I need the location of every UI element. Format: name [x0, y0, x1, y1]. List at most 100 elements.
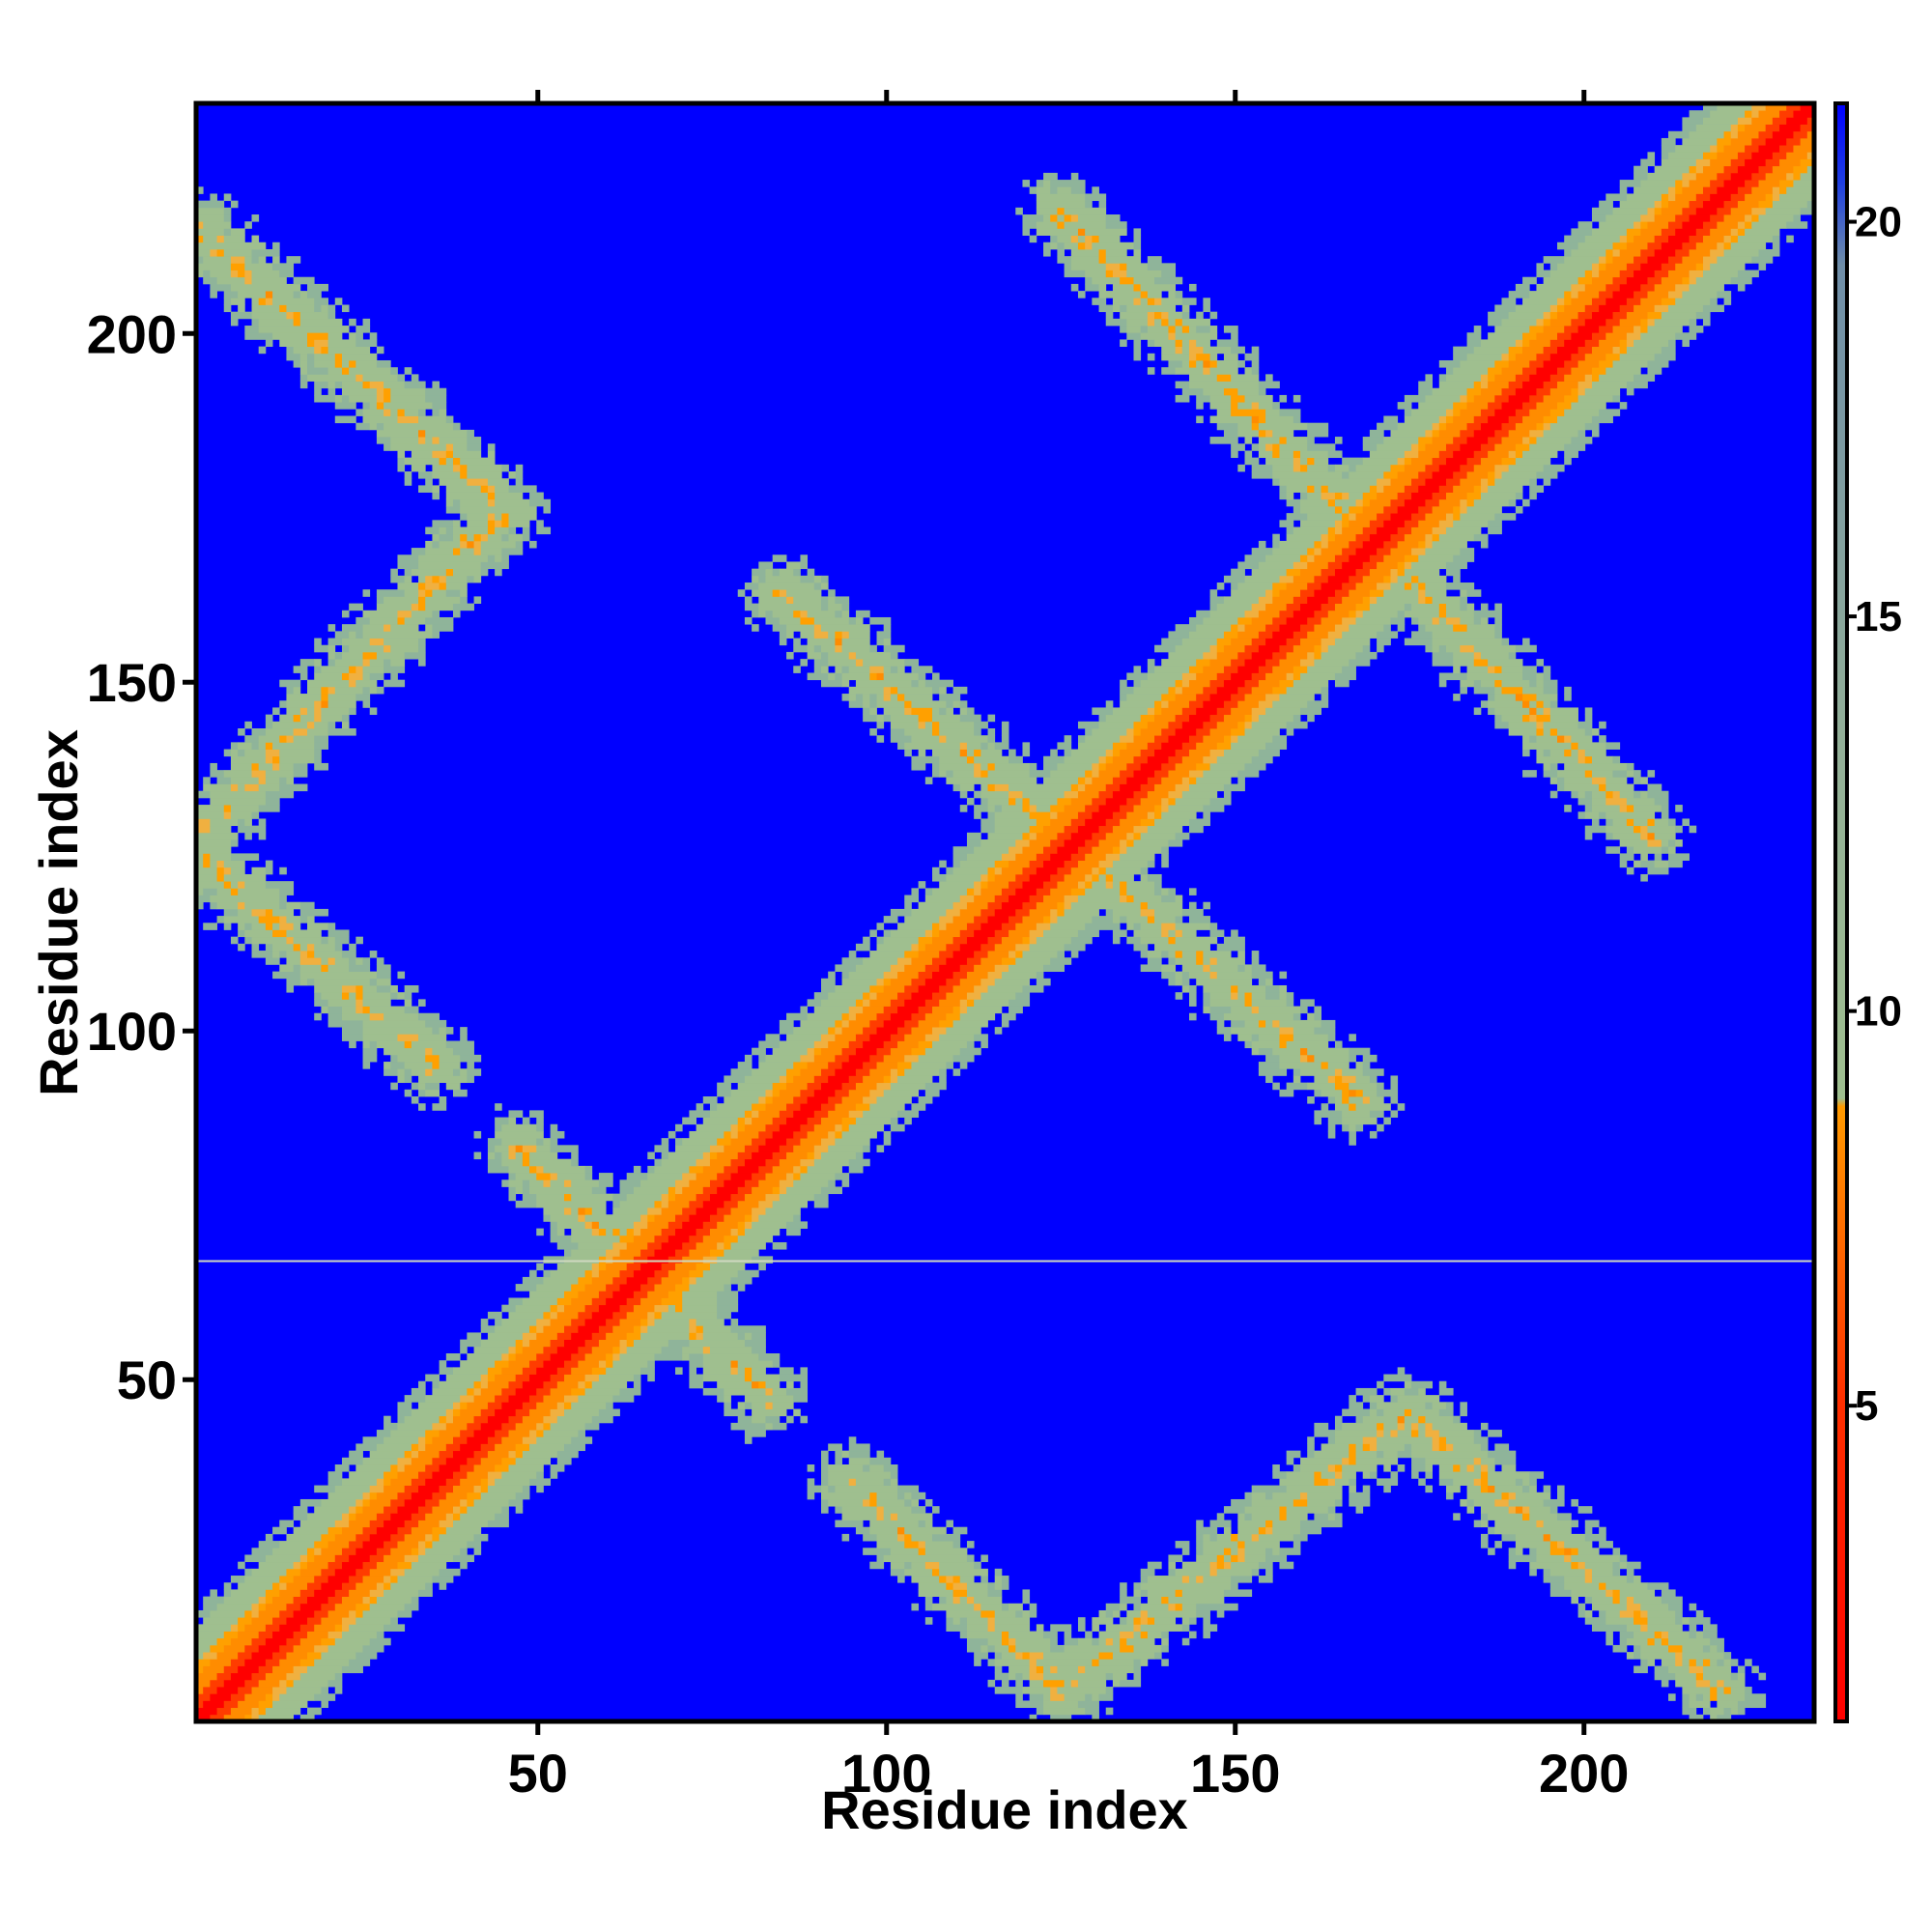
heatmap-cell [1710, 1687, 1718, 1694]
heatmap-cell [1599, 326, 1613, 333]
heatmap-cell [1209, 402, 1232, 410]
heatmap-cell [1584, 1526, 1593, 1535]
heatmap-cell [1438, 1430, 1475, 1437]
heatmap-cell [1161, 860, 1169, 868]
heatmap-cell [349, 957, 356, 965]
heatmap-cell [869, 1103, 905, 1111]
heatmap-cell [758, 1263, 766, 1271]
heatmap-cell [334, 1624, 343, 1632]
heatmap-cell [299, 916, 308, 923]
heatmap-cell [265, 728, 295, 736]
heatmap-cell [786, 1012, 809, 1021]
heatmap-cell [841, 1096, 864, 1104]
heatmap-cell [1515, 644, 1537, 653]
heatmap-cell [890, 1075, 898, 1084]
heatmap-cell [251, 1707, 260, 1716]
heatmap-cell [1362, 1485, 1371, 1493]
heatmap-cell [1584, 1568, 1593, 1577]
heatmap-cell [897, 957, 912, 965]
heatmap-cell [1549, 1506, 1558, 1514]
heatmap-cell [1085, 881, 1093, 889]
heatmap-cell [397, 971, 406, 980]
heatmap-cell [314, 339, 328, 348]
heatmap-cell [800, 1415, 809, 1424]
heatmap-cell [606, 1319, 620, 1326]
heatmap-cell [1460, 548, 1475, 555]
heatmap-cell [584, 1214, 641, 1222]
heatmap-cell [1377, 1123, 1384, 1132]
heatmap-cell [1029, 1665, 1037, 1674]
heatmap-cell [501, 520, 509, 527]
heatmap-cell [432, 1526, 447, 1535]
heatmap-cell [939, 929, 961, 938]
heatmap-cell [1445, 561, 1467, 570]
heatmap-cell [640, 1367, 655, 1375]
heatmap-cell [196, 1644, 211, 1653]
heatmap-cell [362, 957, 371, 965]
heatmap-cell [341, 992, 350, 1000]
heatmap-cell [1334, 1513, 1343, 1520]
heatmap-cell [1321, 582, 1343, 590]
heatmap-cell [1377, 422, 1399, 431]
heatmap-cell [355, 1652, 378, 1660]
heatmap-cell [1307, 513, 1343, 521]
heatmap-cell [1231, 1554, 1238, 1563]
heatmap-cell [1425, 443, 1447, 451]
heatmap-cell [376, 1561, 398, 1570]
heatmap-cell [536, 1332, 558, 1341]
heatmap-cell [1445, 526, 1482, 535]
heatmap-cell [1334, 1415, 1343, 1424]
heatmap-cell [1105, 853, 1121, 861]
heatmap-cell [1154, 1617, 1177, 1625]
heatmap-cell [1425, 1464, 1434, 1472]
heatmap-cell [210, 790, 267, 799]
heatmap-cell [418, 1380, 426, 1389]
heatmap-cell [1480, 1443, 1489, 1452]
heatmap-cell [522, 1332, 537, 1341]
heatmap-cell [244, 1576, 280, 1583]
heatmap-cell [1494, 359, 1510, 368]
heatmap-cell [821, 1186, 842, 1195]
heatmap-cell [418, 999, 426, 1007]
heatmap-cell [1445, 1436, 1475, 1444]
heatmap-cell [696, 1103, 704, 1111]
heatmap-cell [369, 1637, 391, 1646]
heatmap-cell [203, 1665, 225, 1674]
heatmap-cell [1626, 1624, 1641, 1632]
heatmap-cell [1536, 332, 1558, 340]
heatmap-cell [1488, 1464, 1495, 1472]
heatmap-cell [556, 1173, 585, 1180]
heatmap-cell [1334, 492, 1343, 500]
heatmap-cell [341, 1596, 363, 1605]
heatmap-cell [349, 359, 356, 368]
heatmap-cell [730, 1138, 753, 1146]
heatmap-cell [1251, 1047, 1260, 1056]
heatmap-cell [980, 825, 996, 834]
heatmap-cell [1064, 1631, 1072, 1639]
heatmap-cell [682, 1346, 704, 1354]
heatmap-cell [411, 1450, 419, 1459]
heatmap-cell [1120, 916, 1127, 923]
heatmap-cell [543, 1422, 552, 1431]
heatmap-cell [1237, 624, 1245, 632]
heatmap-cell [598, 1339, 620, 1348]
heatmap-cell [633, 1186, 669, 1195]
heatmap-cell [1432, 659, 1454, 667]
heatmap-cell [1251, 422, 1260, 431]
heatmap-cell [1584, 1576, 1593, 1583]
heatmap-cell [203, 888, 217, 895]
heatmap-cell [487, 1478, 496, 1486]
heatmap-cell [1654, 318, 1690, 327]
heatmap-cell [411, 1443, 419, 1452]
heatmap-cell [612, 1241, 628, 1250]
heatmap-cell [876, 992, 898, 1000]
heatmap-cell [1203, 1624, 1218, 1632]
heatmap-cell [765, 1208, 801, 1215]
heatmap-cell [1001, 1019, 1009, 1028]
heatmap-cell [737, 1130, 759, 1139]
heatmap-cell [1612, 818, 1628, 827]
heatmap-cell [848, 1123, 885, 1132]
heatmap-cell [1001, 853, 1016, 861]
heatmap-cell [299, 901, 315, 910]
heatmap-cell [1515, 422, 1537, 431]
